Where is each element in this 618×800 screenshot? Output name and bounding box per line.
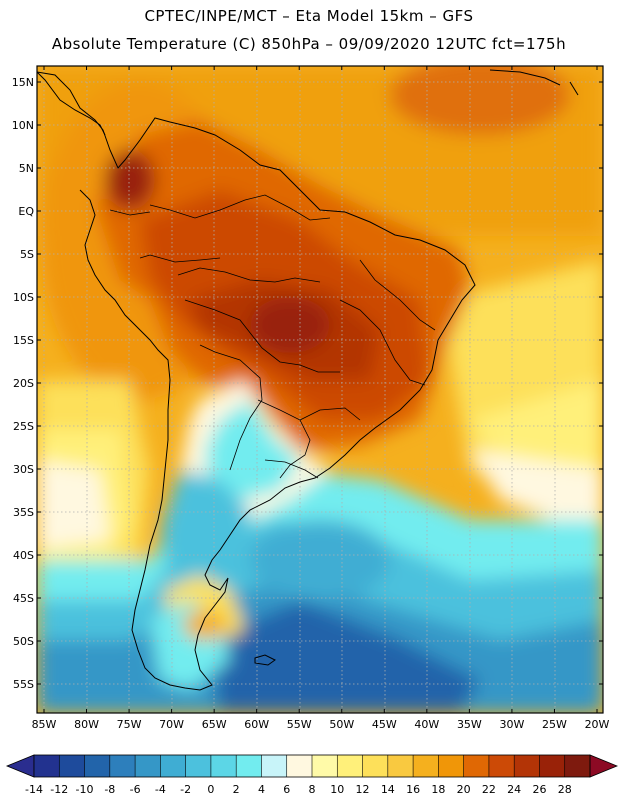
coastlines: [37, 69, 579, 691]
colorbar-label: 28: [558, 783, 572, 796]
lon-tick-label: 30W: [499, 718, 524, 731]
colorbar-label: 18: [431, 783, 445, 796]
colorbar-label: -10: [76, 783, 94, 796]
lon-tick-label: 25W: [542, 718, 567, 731]
colorbar-swatch: [387, 755, 414, 777]
lon-tick-label: 45W: [372, 718, 397, 731]
colorbar-swatch: [160, 755, 186, 777]
colorbar-swatch: [337, 755, 363, 777]
colorbar-label: -12: [50, 783, 68, 796]
map-frame: [36, 65, 604, 714]
colorbar-label: -4: [155, 783, 166, 796]
lon-tick-label: 60W: [244, 718, 269, 731]
title-line-1: CPTEC/INPE/MCT – Eta Model 15km – GFS: [144, 7, 474, 25]
colorbar-swatch: [438, 755, 464, 777]
lon-tick-label: 65W: [202, 718, 227, 731]
lat-tick-label: 50S: [13, 635, 34, 648]
colorbar-label: -14: [25, 783, 43, 796]
lon-tick-label: 75W: [117, 718, 142, 731]
colorbar-label: 0: [207, 783, 214, 796]
lon-tick-label: 40W: [414, 718, 439, 731]
lat-tick-label: 40S: [13, 549, 34, 562]
lat-tick-label: 15S: [13, 334, 34, 347]
colorbar-label: 6: [283, 783, 290, 796]
colorbar-swatch: [514, 755, 540, 777]
lat-tick-label: 10N: [12, 119, 34, 132]
lon-tick-label: 80W: [74, 718, 99, 731]
lat-tick-label: 35S: [13, 506, 34, 519]
colorbar-label: 24: [507, 783, 521, 796]
colorbar-label: -6: [130, 783, 141, 796]
lon-tick-label: 50W: [329, 718, 354, 731]
colorbar-swatch: [539, 755, 566, 777]
colorbar-swatch: [312, 755, 338, 777]
colorbar: -14 -12 -10 -8 -6 -4 -2 0 2 4 6 8 10 12 14 16 18 20 22 24 26…: [5, 754, 618, 796]
lat-tick-label: 45S: [13, 592, 34, 605]
lat-tick-label: 5N: [19, 162, 34, 175]
colorbar-swatch: [261, 755, 288, 777]
colorbar-swatch: [185, 755, 212, 777]
colorbar-label: 12: [356, 783, 370, 796]
lon-tick-label: 35W: [457, 718, 482, 731]
colorbar-label: 2: [233, 783, 240, 796]
lat-tick-label: 15N: [12, 76, 34, 89]
colorbar-swatch: [362, 755, 389, 777]
lon-tick-label: 20W: [585, 718, 610, 731]
lat-tick-label: 25S: [13, 420, 34, 433]
lon-tick-label: 85W: [32, 718, 57, 731]
colorbar-swatch: [109, 755, 136, 777]
colorbar-swatch: [84, 755, 111, 777]
colorbar-label: -8: [104, 783, 115, 796]
lat-tick-label: 30S: [13, 463, 34, 476]
lat-tick-label: 10S: [13, 291, 34, 304]
colorbar-label: 8: [309, 783, 316, 796]
lat-tick-label: 55S: [13, 678, 34, 691]
longitude-axis: 85W 80W 75W 70W 65W 60W 55W 50W 45W 40W 35W 30W 25W 2…: [32, 66, 610, 731]
colorbar-swatch: [463, 755, 490, 777]
colorbar-swatch: [210, 755, 237, 777]
colorbar-label: 14: [381, 783, 395, 796]
lat-tick-label: 5S: [20, 248, 34, 261]
colorbar-swatch: [488, 755, 515, 777]
lat-tick-label: EQ: [18, 205, 34, 218]
colorbar-swatch: [34, 755, 60, 777]
colorbar-label: -2: [180, 783, 191, 796]
colorbar-swatch: [286, 755, 313, 777]
colorbar-swatch: [135, 755, 161, 777]
colorbar-under-arrow: [5, 754, 35, 778]
temperature-field: [37, 66, 603, 713]
colorbar-swatch: [59, 755, 85, 777]
colorbar-label: 16: [406, 783, 420, 796]
lon-tick-label: 55W: [287, 718, 312, 731]
title-line-2: Absolute Temperature (C) 850hPa – 09/09/…: [51, 35, 567, 53]
colorbar-label: 20: [457, 783, 471, 796]
colorbar-label: 22: [482, 783, 496, 796]
colorbar-over-arrow: [589, 754, 618, 778]
colorbar-swatch: [413, 755, 439, 777]
lat-tick-label: 20S: [13, 377, 34, 390]
latitude-axis: 15N 10N 5N EQ 5S 10S 15S 20S 25S 30S 35S 40S 45S 50S 5…: [12, 76, 603, 691]
colorbar-label: 4: [258, 783, 265, 796]
colorbar-swatch: [564, 755, 591, 777]
colorbar-swatch: [236, 755, 262, 777]
lon-tick-label: 70W: [159, 718, 184, 731]
colorbar-label: 26: [532, 783, 546, 796]
colorbar-label: 10: [330, 783, 344, 796]
